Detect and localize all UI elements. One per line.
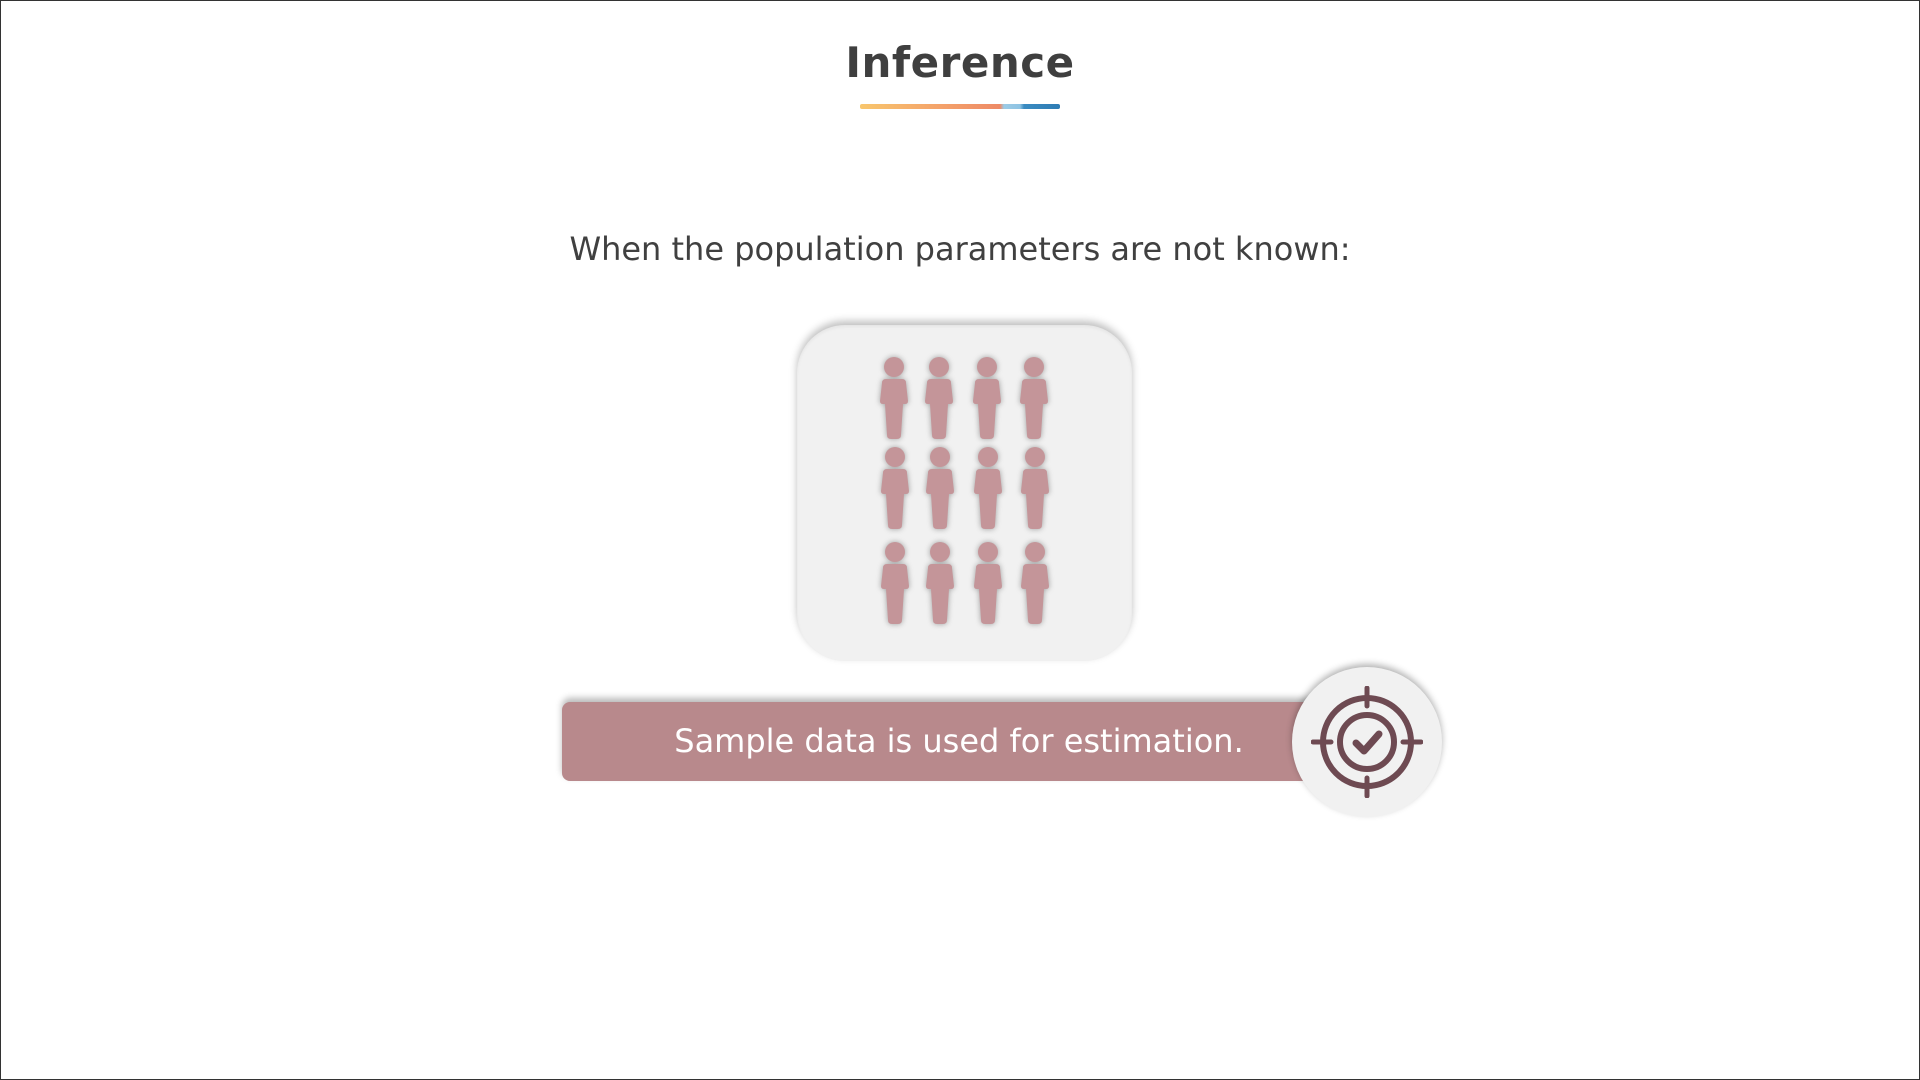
slide-title: Inference bbox=[845, 38, 1075, 87]
person-icon bbox=[923, 542, 957, 626]
person-icon bbox=[922, 357, 956, 441]
banner-text: Sample data is used for estimation. bbox=[674, 722, 1244, 760]
person-icon bbox=[971, 447, 1005, 531]
estimation-banner: Sample data is used for estimation. bbox=[562, 702, 1322, 781]
person-icon bbox=[971, 542, 1005, 626]
target-badge bbox=[1292, 667, 1442, 817]
slide-subtitle: When the population parameters are not k… bbox=[569, 230, 1351, 268]
person-icon bbox=[970, 357, 1004, 441]
person-icon bbox=[877, 357, 911, 441]
person-icon bbox=[1018, 447, 1052, 531]
person-icon bbox=[1017, 357, 1051, 441]
person-icon bbox=[878, 447, 912, 531]
person-icon bbox=[878, 542, 912, 626]
person-icon bbox=[1018, 542, 1052, 626]
target-check-icon bbox=[1311, 686, 1423, 798]
population-card bbox=[797, 325, 1132, 661]
title-underline bbox=[860, 104, 1060, 109]
person-icon bbox=[923, 447, 957, 531]
